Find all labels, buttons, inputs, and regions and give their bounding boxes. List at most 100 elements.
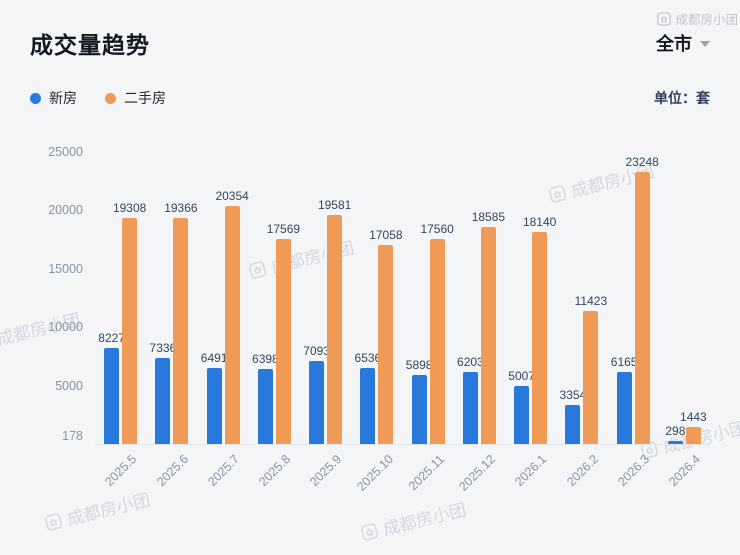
bar-new-house[interactable]: 7093 [303,344,330,444]
x-axis-label: 2025.5 [102,452,140,489]
x-axis-tick: 2026.4 [659,445,710,507]
region-selector[interactable]: 全市 [656,30,710,56]
chart-header: 成交量趋势 全市 [0,0,740,60]
plot-area: 8227 19308 7336 19366 6491 20354 6398 17569 7093… [48,145,710,445]
bar-value-label: 8227 [98,330,125,345]
bar-second-hand[interactable]: 17569 [267,222,300,444]
x-axis-tick: 2026.3 [608,445,659,507]
bar-value-label: 1443 [680,410,707,425]
x-axis-tick: 2025.12 [454,445,505,507]
chart-legend: 新房 二手房 [30,88,166,108]
bar-group: 8227 19308 [95,152,146,444]
bar-second-hand[interactable]: 1443 [680,410,707,444]
bar-group: 7336 19366 [146,152,198,444]
y-axis-label: 5000 [55,378,83,393]
bar-value-label: 19581 [317,198,352,213]
bar-value-label: 11423 [574,293,608,308]
x-axis-label: 2025.12 [456,452,499,494]
x-axis-label: 2025.8 [256,452,294,489]
bar-second-hand[interactable]: 20354 [215,189,249,444]
x-axis-label: 2025.11 [405,452,448,494]
x-axis-tick: 2026.2 [556,445,607,507]
y-axis-label: 25000 [48,145,83,159]
bar-value-label: 6165 [610,355,638,369]
legend-label-second-hand: 二手房 [124,90,166,106]
plot-wrapper: 8227 19308 7336 19366 6491 20354 6398 17569 7093… [48,145,710,507]
bar-second-hand[interactable]: 19366 [164,201,198,444]
bar-group: 6165 23248 [608,152,659,444]
bar-new-house[interactable]: 6203 [457,355,484,444]
page-title: 成交量趋势 [30,32,150,58]
bar-value-label: 17560 [420,221,454,236]
bar-value-label: 23248 [625,155,659,170]
bar-new-house[interactable]: 6398 [252,352,279,444]
legend-item-new-house[interactable]: 新房 [30,88,77,108]
bar-value-label: 19308 [112,201,147,216]
region-selector-label: 全市 [656,34,692,54]
bar-value-label: 20354 [215,189,249,204]
bar-group: 298 1443 [659,152,710,444]
bar-group: 6398 17569 [249,152,300,444]
bar-second-hand[interactable]: 11423 [575,294,607,444]
legend-label-new-house: 新房 [49,90,77,106]
bar-new-house[interactable]: 6536 [355,351,381,444]
x-axis-label: 2026.1 [512,452,550,489]
bar-value-label: 7093 [303,344,330,359]
y-axis-label: 10000 [48,320,83,335]
x-axis-label: 2025.6 [153,452,191,489]
bar-group: 5007 18140 [505,152,556,444]
legend-row: 新房 二手房 单位：套 [0,60,740,108]
bar-value-label: 6203 [457,354,484,369]
bar-group: 5898 17560 [403,152,454,444]
bar-value-label: 5898 [405,358,433,373]
unit-label: 单位：套 [654,90,710,106]
bar-value-label: 6491 [200,351,228,366]
bar-value-label: 6536 [354,350,382,365]
bar-second-hand[interactable]: 23248 [625,155,659,444]
bar-second-hand[interactable]: 18585 [472,210,505,444]
bar-new-house[interactable]: 7336 [150,341,176,444]
chevron-down-icon [700,41,710,47]
bar-value-label: 17569 [266,221,301,236]
bar-new-house[interactable]: 5898 [406,358,432,444]
y-axis-label: 15000 [48,261,83,276]
bar-new-house[interactable]: 5007 [508,369,535,444]
legend-dot [30,92,41,104]
bar-second-hand[interactable]: 19581 [318,198,351,444]
x-axis-tick: 2025.5 [95,445,146,507]
x-axis-label: 2026.2 [563,452,601,489]
x-axis: 2025.5 2025.6 2025.7 2025.8 2025.9 2025.10 202… [95,445,710,507]
legend-item-second-hand[interactable]: 二手房 [105,88,166,108]
bar-new-house[interactable]: 3354 [560,388,586,444]
x-axis-tick: 2025.11 [403,445,454,507]
x-axis-tick: 2025.8 [249,445,300,507]
bar-group: 7093 19581 [300,152,351,444]
bar-value-label: 17058 [369,227,403,242]
bar-value-label: 3354 [559,387,587,402]
x-axis-tick: 2025.6 [146,445,197,507]
y-axis-label: 20000 [48,203,83,218]
bar-second-hand[interactable]: 17058 [369,228,403,444]
bar-second-hand[interactable]: 18140 [523,215,556,444]
bar-group: 6491 20354 [198,152,249,444]
bar-new-house[interactable]: 8227 [98,331,125,444]
bar-new-house[interactable]: 6165 [611,355,637,444]
bar-value-label: 19366 [164,200,198,215]
legend-dot [105,92,116,104]
bar-new-house[interactable]: 298 [665,424,685,444]
bar-second-hand[interactable]: 17560 [420,222,454,444]
x-axis-label: 2025.9 [307,452,345,489]
x-axis-tick: 2025.7 [198,445,249,507]
x-axis-tick: 2025.9 [300,445,351,507]
bar-new-house[interactable]: 6491 [201,351,227,444]
brand-house-icon [360,523,378,540]
x-axis-tick: 2025.10 [351,445,402,507]
bar-group: 6536 17058 [351,152,403,444]
bar-group: 3354 11423 [556,152,607,444]
x-axis-label: 2025.7 [205,452,243,489]
bar-value-label: 7336 [149,341,177,356]
bar-value-label: 298 [665,423,686,438]
bar-second-hand[interactable]: 19308 [113,201,146,444]
x-axis-label: 2025.10 [353,452,396,494]
